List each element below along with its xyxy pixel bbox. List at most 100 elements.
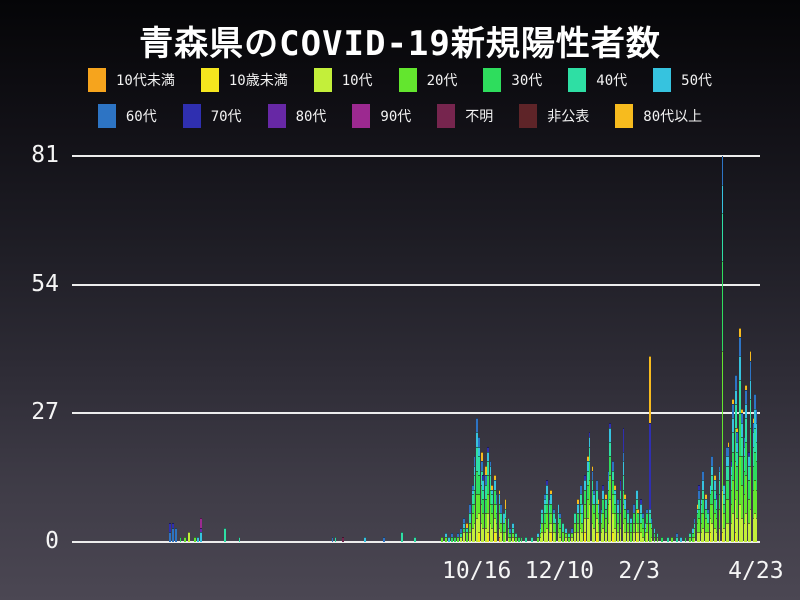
legend-row-2: 60代 70代 80代 90代 不明 非公表 80代以上 [0,98,800,134]
page-title: 青森県のCOVID-19新規陽性者数 [139,24,661,64]
stacked-bar [692,527,694,542]
bar-segment [705,518,708,533]
stacked-bar [562,522,564,542]
bar-segment [754,427,756,452]
bar-segment [656,537,659,542]
bar-segment [739,503,742,542]
bar-segment [609,427,612,442]
stacked-bar [491,484,493,542]
bar-segment [653,537,656,542]
bar-segment [540,527,542,533]
bar-segment [726,456,728,466]
bar-segment [730,461,733,466]
bar-segment [550,532,553,542]
bar-segment [507,527,510,538]
bar-segment [749,380,752,400]
stacked-bar [752,418,755,542]
bar-segment [755,422,758,442]
bar-segment [223,527,226,542]
bar-segment [486,446,489,452]
bar-segment [576,499,579,504]
stacked-bar [520,537,523,542]
bar-segment [494,475,496,481]
bar-segment [619,499,622,514]
bar-segment [545,480,548,485]
bar-segment [477,446,480,457]
gridline [72,283,760,286]
bar-segment [489,475,492,490]
bar-segment [460,537,462,542]
bar-segment [593,494,595,504]
bar-segment [726,446,728,457]
bar-segment [730,522,733,542]
legend-item: 80代 [267,104,326,128]
stacked-bar [596,480,598,542]
bar-segment [701,503,703,514]
bar-segment [604,508,607,519]
bar-segment [684,537,687,542]
stacked-bar [755,408,758,542]
bar-segment [675,532,678,538]
bar-segment [554,532,557,542]
stacked-bar [693,518,696,542]
bar-segment [489,489,492,504]
bar-segment [721,156,724,185]
bar-segment [486,513,489,533]
bar-segment [579,494,582,504]
bar-segment [587,518,589,542]
bar-segment [485,513,488,528]
bar-segment [342,537,344,542]
bar-segment [576,532,579,542]
bar-segment [473,489,476,504]
bar-segment [675,537,678,542]
bar-segment [612,532,615,542]
bar-segment [609,499,612,542]
bar-segment [607,489,610,504]
bar-segment [740,422,743,438]
legend-item: 非公表 [519,104,589,128]
bar-segment [755,461,758,490]
bar-segment [469,532,471,542]
bar-segment [401,532,403,542]
bar-segment [637,513,640,523]
bar-segment [698,508,700,519]
bar-segment [726,480,728,500]
bar-segment [641,537,644,542]
bar-segment [607,503,610,523]
bar-segment [553,508,555,514]
bar-segment [705,532,708,542]
bar-segment [734,499,737,533]
bar-segment [602,527,604,542]
bar-segment [541,513,544,523]
bar-segment [573,513,576,523]
bar-segment [498,513,501,528]
bar-segment [597,532,600,542]
bar-segment [705,499,708,509]
stacked-bar [451,532,454,542]
bar-segment [511,523,514,528]
bar-segment [624,494,626,500]
stacked-bar [745,384,747,542]
bar-segment [706,508,709,514]
bar-segment [500,532,502,542]
bar-segment [383,537,386,542]
bar-segment [565,527,567,533]
bar-segment [579,484,582,495]
bar-segment [593,503,595,514]
stacked-bar [550,489,553,542]
stacked-bar [616,499,619,542]
bar-segment [588,437,591,447]
bar-segment [600,522,603,533]
bar-segment [748,456,750,466]
bar-segment [514,537,517,542]
bar-segment [754,451,756,481]
bar-segment [591,480,594,490]
bar-segment [755,408,758,423]
bar-segment [723,527,725,542]
bar-segment [494,480,496,490]
bar-segment [451,532,454,538]
bar-segment [331,537,334,542]
legend-label: 20代 [426,73,458,89]
bar-segment [702,527,705,542]
stacked-bar [619,480,622,542]
